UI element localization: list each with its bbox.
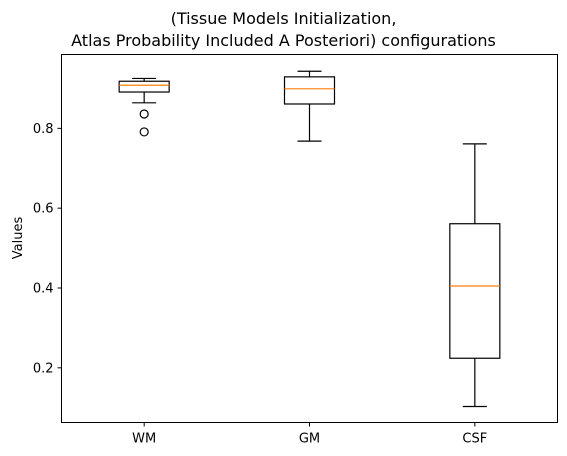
outlier-point [139,109,149,119]
y-tick-label: 0.8 [33,122,54,137]
x-tick-label: CSF [462,432,487,447]
x-tick-label: WM [132,432,156,447]
chart-title-line-2: Atlas Probability Included A Posteriori)… [71,31,496,50]
box-iqr [118,80,170,93]
y-tick-label: 0.2 [33,361,54,376]
outlier-point [139,127,149,137]
y-axis-label: Values [11,217,26,260]
box-gm [283,70,336,142]
x-tick-label: GM [299,432,320,447]
box-wm [118,77,170,137]
chart-title-line-1: (Tissue Models Initialization, [170,9,397,28]
y-tick-label: 0.4 [33,281,54,296]
box-csf [449,143,501,408]
box-iqr [449,223,501,359]
box-iqr [283,76,336,105]
y-tick-label: 0.6 [33,202,54,217]
